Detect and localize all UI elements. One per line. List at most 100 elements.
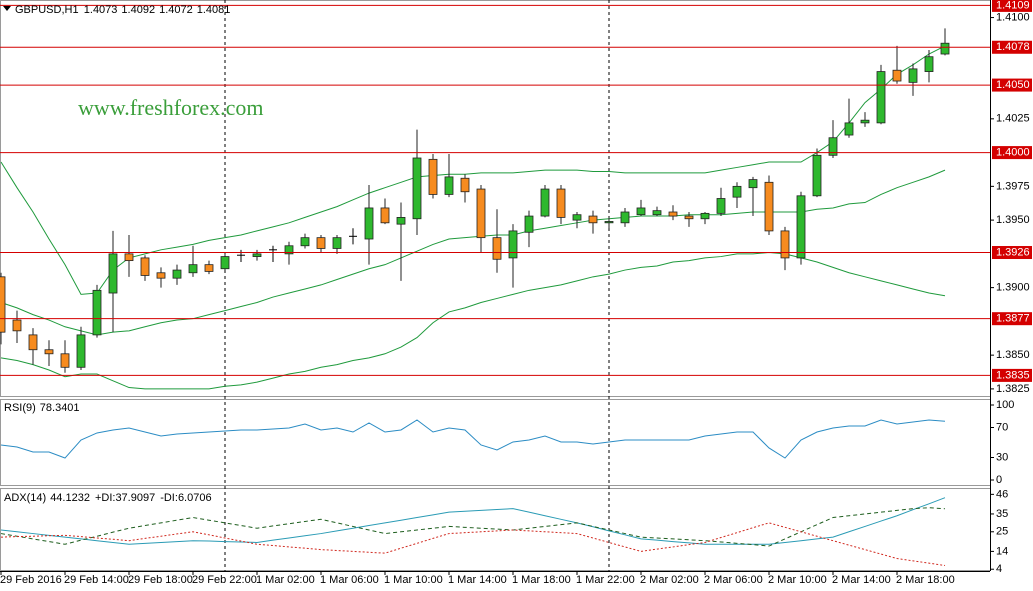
- candle-body: [908, 68, 918, 83]
- candle-body: [124, 253, 134, 262]
- candle-body: [876, 71, 886, 124]
- candle-body: [860, 119, 870, 124]
- candle-body: [828, 137, 838, 156]
- candle-body: [940, 42, 950, 55]
- candle-body: [412, 157, 422, 220]
- candle-body: [508, 230, 518, 259]
- legend-value: 78.3401: [40, 402, 80, 414]
- candle-body: [140, 257, 150, 276]
- candle-body: [188, 264, 198, 274]
- x-tick-label: 2 Mar 10:00: [768, 574, 827, 586]
- legend-name: +DI:: [95, 492, 115, 504]
- candle-body: [220, 256, 230, 270]
- candle-body: [748, 179, 758, 189]
- candle-body: [396, 217, 406, 225]
- candle-body: [60, 353, 70, 368]
- x-tick-label: 1 Mar 14:00: [448, 574, 507, 586]
- level-label-box: [992, 40, 1032, 54]
- candle-body: [572, 214, 582, 221]
- watermark: www.freshforex.com: [78, 95, 264, 120]
- y-tick-label: 1.3950: [996, 214, 1030, 226]
- x-tick-label: 29 Feb 22:00: [192, 574, 257, 586]
- candle-body: [380, 207, 390, 224]
- indicator-line: [0, 497, 946, 545]
- band-upper: [0, 45, 946, 295]
- candle-body: [12, 319, 22, 332]
- legend-name: RSI(9): [4, 402, 36, 414]
- panel-legend: ADX(14) 44.1232 +DI:37.9097 -DI:6.0706: [4, 492, 212, 504]
- candle-body: [796, 195, 806, 259]
- candle-body: [524, 215, 534, 233]
- candle-body: [540, 188, 550, 217]
- last-close: 1.4081: [197, 4, 231, 16]
- y-tick-label: 1.4100: [996, 11, 1030, 23]
- candle-body: [156, 272, 166, 279]
- x-tick-label: 1 Mar 18:00: [512, 574, 571, 586]
- x-tick-label: 29 Feb 14:00: [64, 574, 129, 586]
- candle-body: [652, 210, 662, 216]
- candle-body: [204, 264, 214, 272]
- y-tick-label: 70: [996, 421, 1008, 433]
- last-high: 1.4092: [121, 4, 155, 16]
- candle-body: [476, 188, 486, 239]
- level-label: 1.3877: [996, 313, 1030, 325]
- level-label: 1.4078: [996, 41, 1030, 53]
- y-tick-label: 35: [996, 508, 1008, 520]
- level-label-box: [992, 78, 1032, 92]
- y-tick-label: 1.3825: [996, 383, 1030, 395]
- last-open: 1.4073: [84, 4, 118, 16]
- level-label-box: [992, 0, 1032, 12]
- candle-body: [780, 230, 790, 259]
- y-tick-label: 25: [996, 526, 1008, 538]
- candle-body: [924, 56, 934, 72]
- candle-body: [892, 69, 902, 82]
- y-tick-label: 46: [996, 488, 1008, 500]
- legend-value: 6.0706: [178, 492, 212, 504]
- candle-body: [604, 221, 614, 224]
- level-label-box: [992, 146, 1032, 160]
- candle-body: [172, 269, 182, 279]
- candle-body: [332, 237, 342, 249]
- legend-value: 37.9097: [115, 492, 155, 504]
- level-label-box: [992, 368, 1032, 382]
- x-tick-label: 2 Mar 14:00: [832, 574, 891, 586]
- indicator-line: [0, 522, 946, 567]
- x-tick-label: 2 Mar 06:00: [704, 574, 763, 586]
- candle-body: [684, 215, 694, 220]
- y-tick-label: 14: [996, 545, 1008, 557]
- candle-body: [732, 185, 742, 198]
- candle-body: [556, 188, 566, 218]
- y-tick-label: 1.3975: [996, 180, 1030, 192]
- symbol: GBPUSD,H1: [15, 4, 78, 16]
- y-tick-label: 4: [996, 563, 1002, 575]
- x-tick-label: 2 Mar 02:00: [640, 574, 699, 586]
- x-tick-label: 1 Mar 22:00: [576, 574, 635, 586]
- level-label: 1.4050: [996, 79, 1030, 91]
- x-tick-label: 1 Mar 10:00: [384, 574, 443, 586]
- day-separators: [224, 0, 610, 571]
- indicator-line: [0, 419, 946, 459]
- y-tick-label: 1.3900: [996, 282, 1030, 294]
- last-low: 1.4072: [159, 4, 193, 16]
- level-label-box: [992, 312, 1032, 326]
- candle-body: [316, 237, 326, 249]
- candle-body: [636, 207, 646, 216]
- candle-body: [668, 211, 678, 217]
- candle-body: [252, 253, 262, 257]
- level-label: 1.4109: [996, 0, 1030, 11]
- candle-body: [28, 334, 38, 351]
- x-tick-label: 1 Mar 02:00: [256, 574, 315, 586]
- candle-body: [844, 122, 854, 136]
- candle-body: [76, 334, 86, 368]
- y-tick-label: 30: [996, 451, 1008, 463]
- candle-body: [620, 211, 630, 224]
- symbol-marker: [3, 6, 11, 11]
- level-label: 1.3926: [996, 246, 1030, 258]
- legend-name: ADX(14): [4, 492, 46, 504]
- candle-body: [284, 245, 294, 255]
- panel-legend: RSI(9) 78.3401: [4, 402, 80, 414]
- candle-body: [108, 253, 118, 294]
- candle-body: [0, 276, 6, 333]
